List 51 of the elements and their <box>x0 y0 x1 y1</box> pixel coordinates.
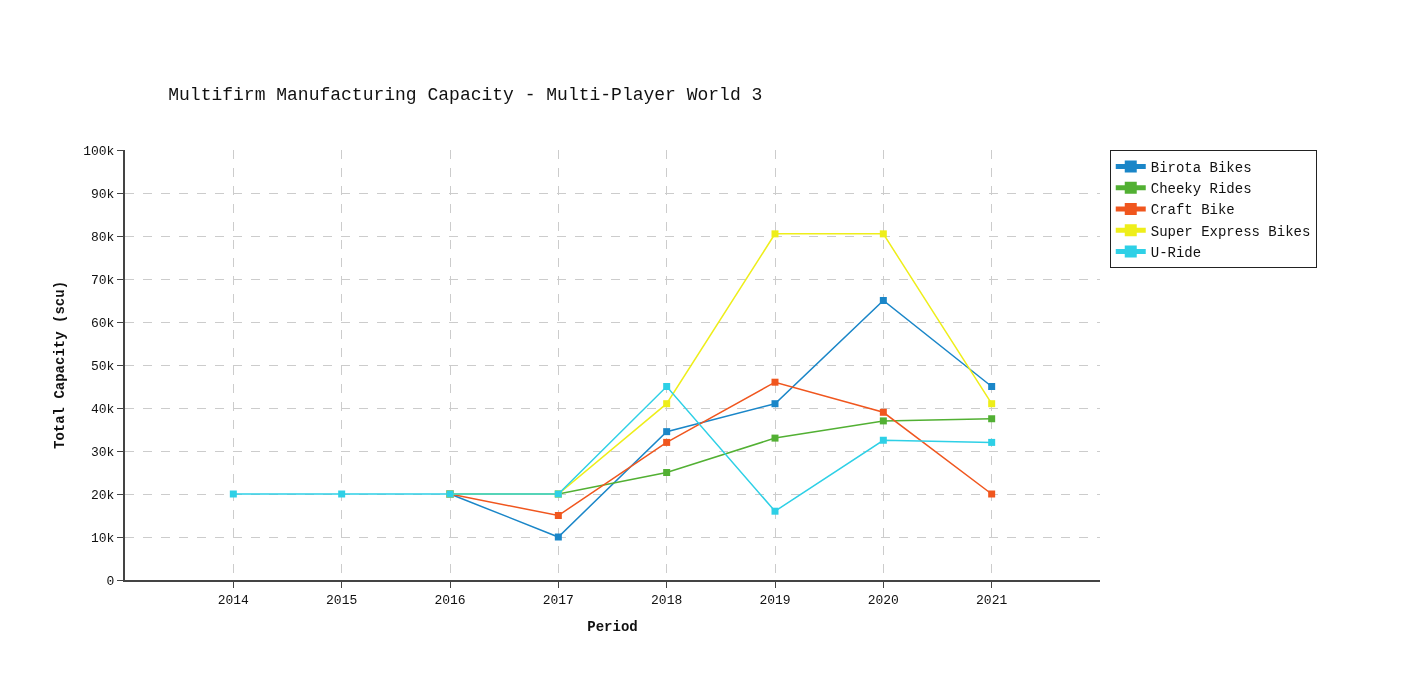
chart-title: Multifirm Manufacturing Capacity - Multi-Player World 3 <box>168 85 763 106</box>
x-tick-label: 2019 <box>759 592 791 608</box>
point <box>663 400 671 408</box>
point <box>879 436 887 444</box>
x-tick-label: 2021 <box>976 592 1008 608</box>
x-tick-label: 2016 <box>434 592 466 608</box>
x-tick-label: 2014 <box>217 592 250 608</box>
point <box>771 378 779 386</box>
point <box>554 512 562 519</box>
point <box>229 490 237 498</box>
y-tick-label: 80k <box>90 229 115 245</box>
point <box>988 415 996 423</box>
x-tick-label: 2020 <box>867 592 899 608</box>
point <box>663 383 671 390</box>
y-tick-label: 10k <box>90 530 115 546</box>
x-tick-label: 2018 <box>651 592 683 608</box>
y-tick-label: 70k <box>90 272 115 288</box>
point <box>879 297 887 304</box>
y-tick-label: 50k <box>90 358 115 374</box>
point <box>879 408 887 416</box>
point <box>771 434 779 442</box>
x-axis-title: Period <box>587 619 638 636</box>
point <box>663 438 671 446</box>
point <box>988 490 996 498</box>
y-tick-label: 0 <box>106 573 115 589</box>
x-tick-label: 2017 <box>542 592 574 608</box>
point <box>988 383 996 390</box>
point <box>879 230 887 238</box>
y-tick-label: 100k <box>83 143 115 159</box>
point <box>988 400 996 408</box>
legend-label: U-Ride <box>1150 244 1202 261</box>
x-tick-label: 2015 <box>326 592 358 608</box>
point <box>771 400 779 408</box>
y-tick-label: 20k <box>90 487 115 503</box>
point <box>554 533 562 541</box>
point <box>771 507 779 515</box>
legend-label: Cheeky Rides <box>1150 181 1252 198</box>
y-tick-label: 40k <box>90 401 115 417</box>
point <box>663 428 671 436</box>
y-tick-label: 30k <box>90 444 115 460</box>
legend-label: Craft Bike <box>1150 202 1235 219</box>
point <box>338 490 346 498</box>
y-axis-title: Total Capacity (scu) <box>52 280 69 450</box>
point <box>771 230 779 238</box>
point <box>663 469 671 476</box>
point <box>879 417 887 425</box>
legend-label: Super Express Bikes <box>1150 223 1311 240</box>
y-tick-label: 60k <box>90 315 115 331</box>
point <box>988 438 996 446</box>
y-tick-label: 90k <box>90 186 115 202</box>
legend-label: Birota Bikes <box>1150 160 1252 177</box>
